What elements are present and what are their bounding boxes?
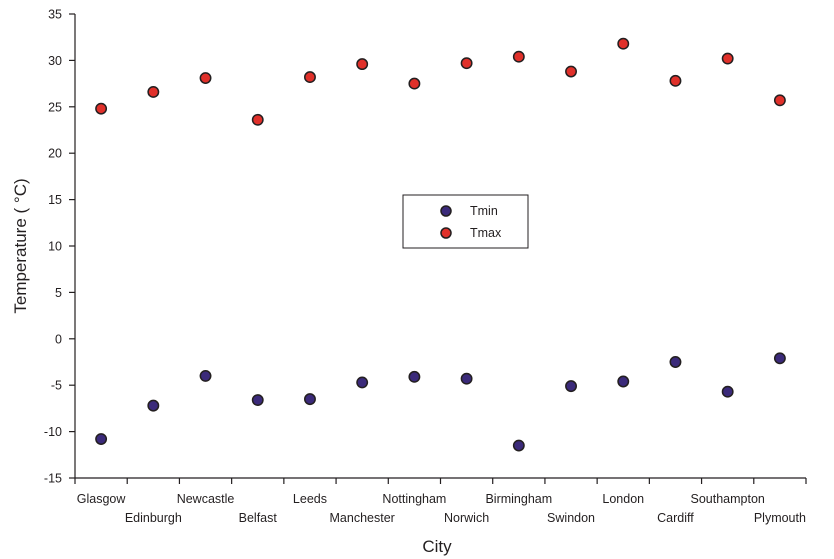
data-points — [95, 37, 786, 452]
point-tmin-plymouth — [773, 352, 786, 365]
point-tmax-belfast — [251, 113, 264, 126]
x-tick-label: Nottingham — [382, 492, 446, 506]
point-tmax-glasgow — [95, 102, 108, 115]
point-tmin-cardiff — [669, 356, 682, 368]
point-tmin-london — [617, 375, 630, 388]
point-tmin-manchester — [356, 376, 369, 389]
point-tmax-edinburgh — [147, 86, 160, 98]
x-tick-label: Newcastle — [177, 492, 235, 506]
point-tmax-london — [617, 37, 630, 50]
y-axis: -15 -10 -5 0 5 10 15 20 25 30 35 — [44, 8, 76, 486]
point-tmin-glasgow — [95, 433, 108, 445]
y-tick-label: -15 — [44, 472, 62, 486]
x-tick-label: Birmingham — [485, 492, 552, 506]
x-axis-title: City — [422, 537, 452, 556]
x-tick-label: Cardiff — [657, 511, 694, 525]
point-tmin-belfast — [251, 394, 264, 406]
x-tick-label: Manchester — [330, 511, 395, 525]
x-tick-label: Belfast — [239, 511, 278, 525]
point-tmin-norwich — [460, 372, 473, 385]
point-tmin-southampton — [721, 385, 734, 398]
point-tmax-cardiff — [669, 74, 682, 87]
legend: Tmin Tmax — [402, 194, 529, 249]
point-tmin-nottingham — [408, 370, 421, 383]
x-tick-label: Glasgow — [77, 492, 127, 506]
point-tmin-edinburgh — [147, 399, 160, 412]
x-tick-label: Norwich — [444, 511, 489, 525]
legend-marker-tmax — [440, 227, 452, 239]
point-tmax-leeds — [304, 71, 316, 84]
y-tick-label: -5 — [51, 379, 62, 393]
point-tmin-newcastle — [199, 369, 212, 382]
x-tick-label: Plymouth — [754, 511, 806, 525]
legend-label-tmax: Tmax — [470, 226, 502, 240]
y-tick-label: -10 — [44, 425, 62, 439]
x-axis: Glasgow Edinburgh Newcastle Belfast LeedsMan… — [74, 477, 807, 525]
y-tick-label: 10 — [48, 240, 62, 254]
legend-label-tmin: Tmin — [470, 204, 498, 218]
point-tmax-southampton — [721, 52, 734, 65]
y-axis-title: Temperature ( °C) — [11, 178, 30, 313]
point-tmax-newcastle — [199, 72, 212, 84]
y-tick-label: 20 — [48, 147, 62, 161]
point-tmin-birmingham — [512, 439, 525, 452]
point-tmax-manchester — [356, 58, 369, 71]
y-tick-label: 30 — [48, 54, 62, 68]
point-tmax-nottingham — [408, 77, 421, 90]
x-tick-label: Edinburgh — [125, 511, 182, 525]
point-tmax-norwich — [460, 57, 473, 70]
y-tick-label: 0 — [55, 332, 62, 346]
point-tmax-swindon — [565, 65, 577, 78]
x-tick-label: Leeds — [293, 492, 327, 506]
point-tmax-birmingham — [512, 50, 525, 63]
y-tick-label: 25 — [48, 100, 62, 114]
y-tick-label: 5 — [55, 286, 62, 300]
legend-box — [402, 194, 529, 249]
x-tick-label: London — [602, 492, 644, 506]
legend-marker-tmin — [440, 205, 452, 217]
y-tick-label: 35 — [48, 8, 62, 22]
x-tick-label: Swindon — [547, 511, 595, 525]
x-tick-label: Southampton — [690, 492, 764, 506]
point-tmin-leeds — [304, 393, 316, 406]
y-tick-label: 15 — [48, 193, 62, 207]
point-tmin-swindon — [565, 380, 577, 393]
point-tmax-plymouth — [773, 94, 786, 107]
